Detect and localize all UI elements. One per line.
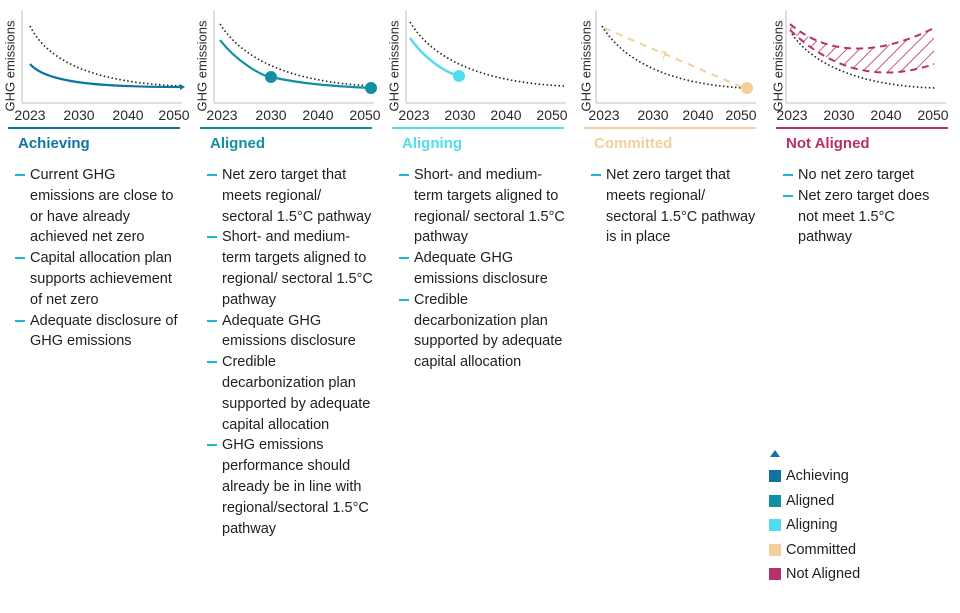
committed-chart: ? (595, 10, 756, 104)
target-dashed-line (603, 27, 745, 89)
legend-swatch-committed (769, 544, 781, 556)
legend-label: Committed (786, 542, 857, 558)
up-arrow-icon (770, 450, 780, 457)
emissions-range-hatched-area (790, 24, 934, 73)
x-tick: 2040 (870, 107, 902, 123)
legend-swatch-not-aligned (769, 568, 781, 580)
x-axis-ticks: 2023 2030 2040 2050 (576, 107, 757, 125)
status-title: Aligning (402, 135, 462, 152)
pathway-dotted-curve (601, 25, 745, 89)
arrow-head (180, 84, 185, 90)
milestone-2030-dot (265, 71, 277, 83)
x-tick: 2050 (725, 107, 757, 123)
pathway-dotted-curve (219, 23, 375, 87)
criteria-list: Current GHG emissions are close to or ha… (13, 165, 181, 352)
question-mark: ? (660, 48, 667, 63)
x-tick: 2050 (349, 107, 381, 123)
x-tick: 2030 (444, 107, 476, 123)
status-title: Not Aligned (786, 135, 870, 152)
x-tick: 2050 (158, 107, 190, 123)
y-axis-label: GHG emissions (578, 20, 594, 112)
x-tick: 2030 (637, 107, 669, 123)
x-tick: 2030 (823, 107, 855, 123)
legend-label: Achieving (786, 468, 849, 484)
legend-swatch-achieving (769, 470, 781, 482)
status-rule (200, 127, 372, 129)
target-2050-dot (741, 82, 753, 94)
status-rule (392, 127, 564, 129)
achieving-chart (21, 10, 185, 104)
list-item: Short- and medium-term targets aligned t… (397, 165, 565, 248)
y-axis-label: GHG emissions (194, 20, 210, 112)
status-title: Committed (594, 135, 673, 152)
status-title: Aligned (210, 135, 265, 152)
y-axis-label: GHG emissions (2, 20, 18, 112)
y-axis-label: GHG emissions (386, 20, 402, 112)
lower-bound-dashed-line (789, 29, 935, 74)
legend-swatch-aligned (769, 495, 781, 507)
y-axis-label: GHG emissions (770, 20, 786, 112)
x-axis-ticks: 2023 2030 2040 2050 (0, 107, 189, 125)
x-tick: 2040 (682, 107, 714, 123)
milestone-2030-dot (453, 70, 465, 82)
list-item: Credible decarbonization plan supported … (397, 290, 565, 373)
criteria-list: Short- and medium-term targets aligned t… (397, 165, 565, 373)
x-tick: 2050 (917, 107, 949, 123)
not-aligned-chart (785, 10, 946, 104)
list-item: Short- and medium-term targets aligned t… (205, 227, 373, 310)
list-item: Current GHG emissions are close to or ha… (13, 165, 181, 248)
status-rule (776, 127, 948, 129)
x-tick: 2040 (490, 107, 522, 123)
company-emissions-line (29, 63, 181, 89)
status-legend: Achieving Aligned Aligning Committed Not… (764, 448, 924, 593)
list-item: Adequate disclosure of GHG emissions (13, 311, 181, 353)
list-item: Credible decarbonization plan supported … (205, 352, 373, 435)
x-tick: 2023 (398, 107, 430, 123)
status-title: Achieving (18, 135, 90, 152)
list-item: GHG emissions performance should already… (205, 435, 373, 539)
criteria-list: No net zero target Net zero target does … (781, 165, 949, 248)
x-tick: 2023 (206, 107, 238, 123)
legend-scale (769, 450, 781, 580)
criteria-list: Net zero target that meets regional/ sec… (589, 165, 757, 248)
list-item: Adequate GHG emissions disclosure (205, 311, 373, 353)
list-item: Capital allocation plan supports achieve… (13, 248, 181, 310)
legend-label: Not Aligned (786, 566, 861, 582)
list-item: No net zero target (781, 165, 949, 186)
status-rule (8, 127, 180, 129)
x-tick: 2023 (776, 107, 808, 123)
list-item: Net zero target that meets regional/ sec… (205, 165, 373, 227)
upper-bound-dashed-line (789, 23, 935, 50)
legend-label: Aligning (786, 517, 838, 533)
status-rule (584, 127, 756, 129)
x-tick: 2040 (112, 107, 144, 123)
x-tick: 2023 (588, 107, 620, 123)
aligning-chart (405, 10, 566, 104)
x-axis-ticks: 2023 2030 2040 2050 (384, 107, 567, 125)
list-item: Adequate GHG emissions disclosure (397, 248, 565, 290)
x-tick: 2030 (255, 107, 287, 123)
x-tick: 2023 (14, 107, 46, 123)
company-emissions-line (219, 39, 371, 90)
company-emissions-line (408, 37, 460, 78)
legend-label: Aligned (786, 493, 835, 509)
x-tick: 2030 (63, 107, 95, 123)
x-tick: 2040 (302, 107, 334, 123)
list-item: Net zero target does not meet 1.5°C path… (781, 186, 949, 248)
milestone-2050-dot (365, 82, 377, 94)
criteria-list: Net zero target that meets regional/ sec… (205, 165, 373, 539)
list-item: Net zero target that meets regional/ sec… (589, 165, 757, 248)
x-axis-ticks: 2023 2030 2040 2050 (768, 107, 949, 125)
x-axis-ticks: 2023 2030 2040 2050 (192, 107, 380, 125)
aligned-chart (213, 10, 377, 104)
pathway-dotted-curve (409, 21, 565, 87)
legend-swatch-aligning (769, 519, 781, 531)
x-tick: 2050 (536, 107, 568, 123)
